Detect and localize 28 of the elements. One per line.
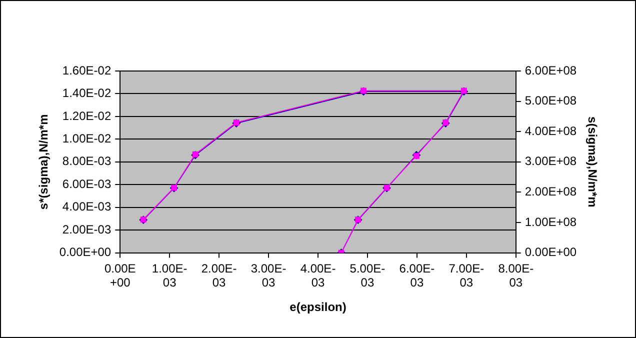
y2-tick-label: 2.00E+08 (524, 184, 577, 199)
y2-tick-label: 5.00E+08 (524, 94, 577, 108)
x-tick-label: 6.00E-03 (399, 261, 435, 290)
y2-axis-title: s(sigma),N/m*m (585, 116, 600, 208)
y-axis-title: s*(sigma),N/m*m (36, 114, 51, 210)
y-tick-label: 1.60E-02 (62, 63, 112, 78)
y-tick-label: 1.20E-02 (62, 108, 112, 123)
x-tick-label: 2.00E-03 (201, 261, 237, 290)
x-tick-label: 8.00E-03 (498, 261, 534, 290)
y2-tick-label: 0.00E+00 (524, 245, 577, 260)
x-tick-label: 7.00E-03 (448, 261, 484, 290)
y-tick-label: 4.00E-03 (62, 200, 112, 214)
y-tick-label: 1.00E-02 (62, 131, 112, 146)
y-tick-label: 6.00E-03 (62, 176, 112, 191)
x-tick-label: 0.00E+00 (104, 261, 136, 290)
y2-tick-label: 3.00E+08 (524, 154, 577, 168)
y-tick-label: 0.00E+00 (59, 245, 112, 260)
y-tick-label: 2.00E-03 (62, 222, 112, 236)
x-tick-label: 4.00E-03 (300, 261, 336, 290)
y-tick-label: 1.40E-02 (62, 86, 112, 100)
y2-tick-label: 1.00E+08 (524, 214, 577, 229)
y2-tick-label: 6.00E+08 (524, 63, 577, 78)
y2-tick-label: 4.00E+08 (524, 124, 577, 138)
x-tick-label: 1.00E-03 (152, 261, 188, 290)
x-tick-label: 5.00E-03 (350, 261, 386, 290)
y-tick-label: 8.00E-03 (62, 154, 112, 168)
x-axis-title: e(epsilon) (290, 300, 346, 314)
x-tick-label: 3.00E-03 (250, 261, 286, 290)
